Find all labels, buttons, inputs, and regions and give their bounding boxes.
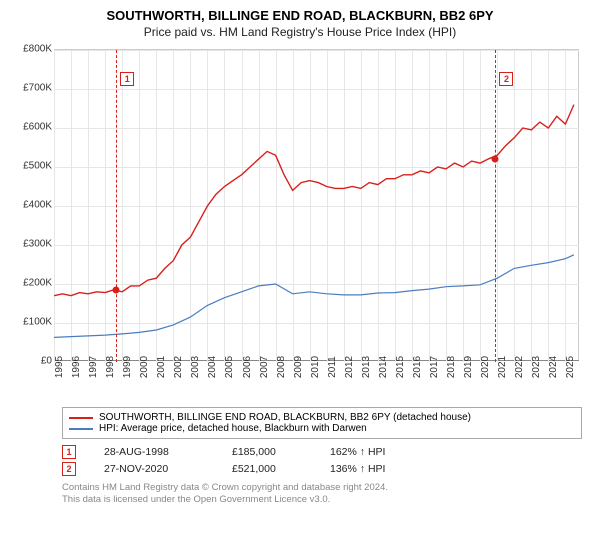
x-tick-label: 2005 [224,356,235,378]
chart-container: SOUTHWORTH, BILLINGE END ROAD, BLACKBURN… [0,0,600,512]
legend-swatch [69,428,93,430]
marker-badge-2: 2 [499,72,513,86]
sale-row-2: 2 27-NOV-2020 £521,000 136% ↑ HPI [62,462,582,476]
x-tick-label: 2002 [173,356,184,378]
plot-region: 12 [54,49,579,361]
x-tick-label: 2020 [480,356,491,378]
y-tick-label: £0 [41,356,52,367]
x-tick-label: 1998 [105,356,116,378]
sale-date: 28-AUG-1998 [104,446,204,458]
legend: SOUTHWORTH, BILLINGE END ROAD, BLACKBURN… [62,407,582,439]
x-tick-label: 2008 [276,356,287,378]
sale-point-1 [113,286,120,293]
license-line-2: This data is licensed under the Open Gov… [62,494,582,506]
x-tick-label: 2003 [190,356,201,378]
series-svg [54,50,579,362]
x-tick-label: 2022 [514,356,525,378]
x-tick-label: 2000 [139,356,150,378]
x-axis: 1995199619971998199920002001200220032004… [54,361,579,405]
legend-row: HPI: Average price, detached house, Blac… [69,423,575,434]
legend-swatch [69,417,93,419]
y-tick-label: £100K [23,317,52,328]
sale-row-1: 1 28-AUG-1998 £185,000 162% ↑ HPI [62,445,582,459]
y-tick-label: £500K [23,161,52,172]
legend-label: HPI: Average price, detached house, Blac… [99,423,367,434]
x-tick-label: 2014 [378,356,389,378]
x-tick-label: 2006 [242,356,253,378]
x-tick-label: 1999 [122,356,133,378]
sale-badge: 2 [62,462,76,476]
license-line-1: Contains HM Land Registry data © Crown c… [62,482,582,494]
x-tick-label: 2025 [565,356,576,378]
sale-price: £185,000 [232,446,302,458]
sale-point-2 [492,155,499,162]
x-tick-label: 2019 [463,356,474,378]
marker-badge-1: 1 [120,72,134,86]
y-tick-label: £300K [23,239,52,250]
chart-subtitle: Price paid vs. HM Land Registry's House … [10,25,590,39]
legend-row: SOUTHWORTH, BILLINGE END ROAD, BLACKBURN… [69,412,575,423]
x-tick-label: 2016 [412,356,423,378]
x-tick-label: 1996 [71,356,82,378]
y-tick-label: £200K [23,278,52,289]
x-tick-label: 2012 [344,356,355,378]
x-tick-label: 2010 [310,356,321,378]
x-tick-label: 2011 [327,356,338,378]
marker-line-2 [495,50,496,362]
x-tick-label: 1995 [54,356,65,378]
sale-pct: 136% ↑ HPI [330,463,420,475]
x-tick-label: 2017 [429,356,440,378]
y-tick-label: £400K [23,200,52,211]
y-tick-label: £600K [23,122,52,133]
chart-area: £0 £100K £200K £300K £400K £500K £600K £700K £80… [10,45,590,405]
y-axis: £0 £100K £200K £300K £400K £500K £600K £700K £80… [10,45,54,365]
x-tick-label: 2007 [259,356,270,378]
chart-title: SOUTHWORTH, BILLINGE END ROAD, BLACKBURN… [10,8,590,23]
x-tick-label: 2018 [446,356,457,378]
x-tick-label: 2015 [395,356,406,378]
sale-badge: 1 [62,445,76,459]
sales-table: 1 28-AUG-1998 £185,000 162% ↑ HPI 2 27-NOV-20… [62,445,582,476]
x-tick-label: 2004 [207,356,218,378]
x-tick-label: 2001 [156,356,167,378]
sale-date: 27-NOV-2020 [104,463,204,475]
x-tick-label: 1997 [88,356,99,378]
x-tick-label: 2009 [293,356,304,378]
y-tick-label: £800K [23,44,52,55]
x-tick-label: 2013 [361,356,372,378]
sale-pct: 162% ↑ HPI [330,446,420,458]
x-tick-label: 2021 [497,356,508,378]
license-text: Contains HM Land Registry data © Crown c… [62,482,582,506]
marker-line-1 [116,50,117,362]
y-tick-label: £700K [23,83,52,94]
sale-price: £521,000 [232,463,302,475]
legend-label: SOUTHWORTH, BILLINGE END ROAD, BLACKBURN… [99,412,471,423]
x-tick-label: 2024 [548,356,559,378]
x-tick-label: 2023 [531,356,542,378]
